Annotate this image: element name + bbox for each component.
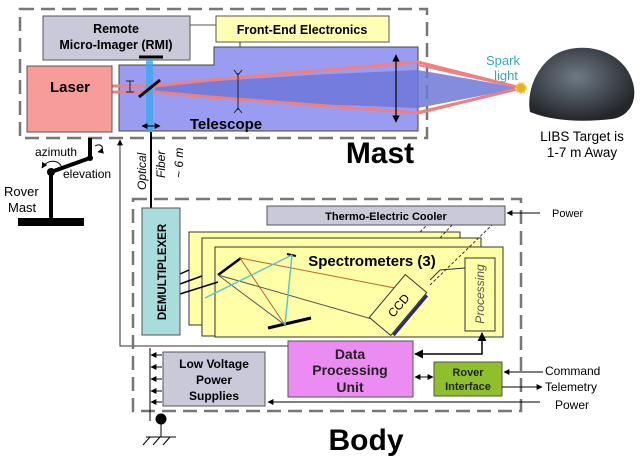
beam-splitter-mirror [138, 78, 161, 99]
command-label: Command [545, 364, 600, 378]
telescope-block: Telescope [112, 46, 522, 133]
target-label-2: 1-7 m Away [547, 145, 618, 160]
rover-interface-label-2: Interface [445, 381, 491, 393]
rover-mast-label-1: Rover [4, 184, 39, 199]
target-label-1: LIBS Target is [540, 129, 624, 144]
rover-mast-label-2: Mast [8, 200, 37, 215]
dpu-label-2: Processing [312, 362, 387, 378]
spark-label-2: light [494, 68, 518, 83]
lvps-label-3: Supplies [189, 389, 239, 403]
rock-target [529, 47, 635, 121]
rover-interface-label-1: Rover [452, 367, 484, 379]
dpu-label-3: Unit [336, 379, 364, 395]
thermo-electric-cooler: Thermo-Electric Cooler [266, 205, 506, 226]
fiber-label-3: ~ 6 m [172, 148, 186, 178]
low-voltage-power-supplies: Low Voltage Power Supplies [149, 348, 266, 421]
rmi-label-1: Remote [93, 22, 139, 36]
fiber-label-1: Optical [135, 152, 149, 190]
power-input-top: Power [552, 208, 584, 220]
front-end-label: Front-End Electronics [237, 23, 368, 37]
rmi-block: Remote Micro-Imager (RMI) [42, 15, 191, 61]
spectrometers: Spectrometers (3) CCD Processing [179, 224, 504, 338]
rmi-label-2: Micro-Imager (RMI) [59, 38, 172, 52]
azimuth-label: azimuth [35, 145, 77, 159]
body-boundary [131, 197, 523, 413]
rover-interface: Rover Interface [433, 361, 503, 397]
ground-icon [142, 413, 176, 446]
ccd: CCD [368, 273, 429, 337]
lvps-label-1: Low Voltage [179, 357, 249, 371]
spark-icon [515, 82, 527, 94]
demultiplexer: DEMULTIPLEXER [141, 207, 181, 336]
spark-label-1: Spark [486, 53, 520, 68]
mast-title: Mast [346, 137, 414, 170]
laser-label: Laser [50, 79, 90, 96]
tec-label: Thermo-Electric Cooler [325, 211, 447, 223]
telemetry-label: Telemetry [545, 380, 597, 394]
fiber-label-2: Fiber [154, 150, 168, 178]
demux-label: DEMULTIPLEXER [157, 223, 169, 320]
dpu-label-1: Data [335, 346, 366, 362]
lvps-label-2: Power [196, 373, 232, 387]
processing-block [464, 257, 496, 332]
rover-mast [18, 138, 104, 226]
spectrometers-label: Spectrometers (3) [308, 253, 436, 270]
body-title: Body [329, 424, 404, 457]
data-processing-unit: Data Processing Unit [287, 340, 414, 398]
power-input-bottom: Power [555, 398, 589, 412]
laser-block: Laser [26, 65, 113, 133]
elevation-label: elevation [63, 167, 111, 181]
processing-label: Processing [473, 264, 487, 324]
telescope-label: Telescope [190, 116, 262, 133]
front-end-electronics: Front-End Electronics [215, 15, 390, 43]
